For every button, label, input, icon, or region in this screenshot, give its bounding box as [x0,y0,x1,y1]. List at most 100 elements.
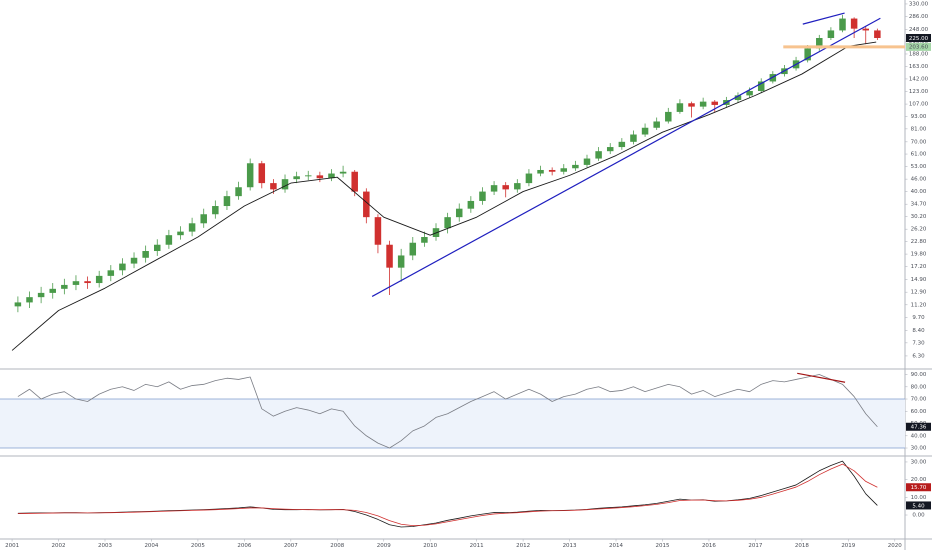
candle-body [154,244,161,252]
last-price-label-bg [906,34,931,43]
candle-body [212,206,219,215]
x-tick-label: 2007 [284,543,298,549]
y-tick-label: 248.00 [909,27,929,33]
y-tick-label: 19.80 [911,252,927,258]
candle-body [525,173,533,184]
candle-body [363,191,370,218]
candle-body [223,196,231,207]
y-tick-label: 34.70 [911,202,927,208]
x-tick-label: 2015 [655,543,669,549]
candle-body [862,28,869,31]
candle-body [490,185,498,192]
candle-body [107,270,115,276]
candle-body [606,147,614,152]
candle-body [850,18,858,29]
candle-body [351,171,358,192]
candle-body [258,163,266,184]
y-tick-label: 81.00 [911,126,927,132]
candle-body [827,30,835,39]
y-tick-label: 30.20 [911,214,927,220]
candle-body [397,255,405,268]
y-tick-label: 90.00 [911,372,927,378]
y-tick-label: 0.00 [912,513,925,519]
support-label: 203.60 [909,45,929,51]
y-tick-label: 93.00 [911,114,927,120]
y-tick-label: 330.00 [909,1,929,7]
x-tick-label: 2018 [795,543,809,549]
y-tick-label: 60.00 [911,409,927,415]
y-tick-label: 12.90 [911,290,927,296]
candle-body [572,164,579,169]
candle-body [339,171,347,174]
last-value-label-bg [906,483,931,492]
candle-body [119,263,126,271]
last-value-label: 5.40 [912,503,925,509]
candle-body [177,231,184,236]
x-tick-label: 2004 [144,543,158,549]
x-tick-label: 2017 [748,543,762,549]
x-tick-label: 2016 [702,543,716,549]
x-tick-label: 2011 [470,543,484,549]
trendline [797,372,846,383]
y-tick-label: 9.70 [912,315,925,321]
x-tick-label: 2001 [5,543,19,549]
candle-body [746,90,753,96]
candle-body [734,95,742,101]
candle-body [455,208,463,218]
candle-body [200,214,207,224]
x-tick-label: 2014 [609,543,623,549]
y-tick-label: 216.00 [909,39,929,45]
candle-body [548,169,556,172]
candle-body [502,185,509,190]
last-price-label: 225.00 [909,36,929,42]
candle-body [514,183,521,190]
rsi-band [0,399,905,449]
x-tick-label: 2006 [237,543,251,549]
candle-body [409,242,417,256]
y-tick-label: 40.00 [911,433,927,439]
candle-body [37,292,45,298]
candle-body [641,127,649,135]
trendline [371,17,881,297]
y-tick-label: 46.00 [911,177,927,183]
candle-body [618,141,626,148]
y-tick-label: 10.00 [911,495,927,501]
candle-body [246,163,254,188]
indicator-line [17,460,878,528]
last-value-label-bg [906,501,931,510]
y-tick-label: 80.00 [911,384,927,390]
candle-body [595,151,602,159]
candle-body [839,18,846,31]
candle-body [676,103,684,112]
y-tick-label: 107.00 [909,102,929,108]
y-tick-label: 6.30 [912,353,925,359]
candle-body [699,101,707,107]
y-tick-label: 40.00 [911,189,927,195]
y-tick-label: 17.20 [911,264,927,270]
candle-body [560,168,568,172]
candle-body [653,121,660,128]
y-tick-label: 7.30 [912,340,925,346]
y-tick-label: 30.00 [911,459,927,465]
candle-body [130,257,138,264]
x-tick-label: 2003 [98,543,112,549]
candle-body [235,187,242,197]
trendline [802,12,845,25]
y-tick-label: 26.20 [911,227,927,233]
last-value-label: 47.36 [911,425,927,431]
candle-body [281,179,289,190]
candle-body [537,169,544,174]
y-tick-label: 53.00 [911,164,927,170]
x-tick-label: 2019 [841,543,855,549]
y-tick-label: 8.40 [912,328,925,334]
candle-body [386,244,393,268]
candle-body [665,111,672,122]
y-tick-label: 286.00 [909,14,929,20]
last-value-label-bg [906,422,931,431]
candle-body [479,191,486,201]
candle-body [26,297,33,303]
y-tick-label: 123.00 [909,89,929,95]
candle-body [374,217,382,245]
y-tick-label: 188.00 [909,51,929,57]
